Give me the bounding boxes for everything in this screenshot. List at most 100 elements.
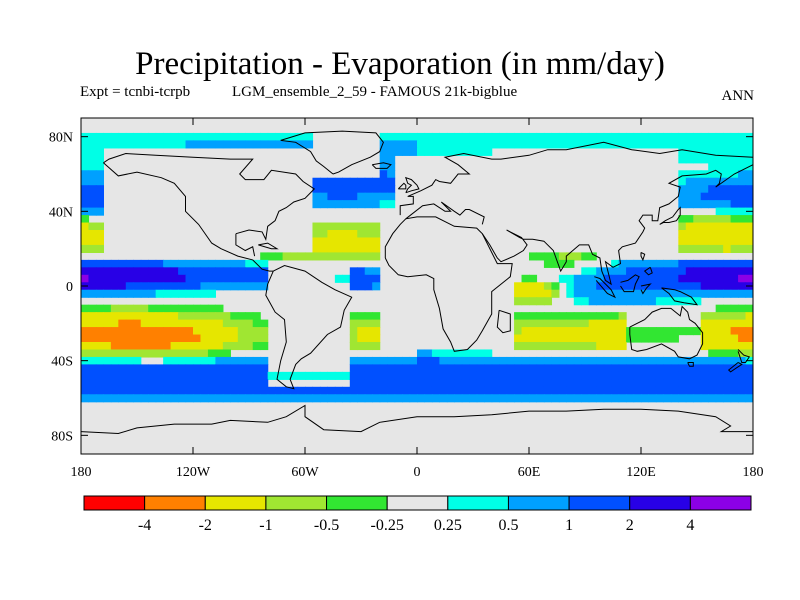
field-cell xyxy=(670,379,679,388)
field-cell xyxy=(700,177,709,186)
field-cell xyxy=(723,259,732,268)
field-cell xyxy=(185,132,194,141)
field-cell xyxy=(670,289,679,298)
field-cell xyxy=(566,259,575,268)
field-cell xyxy=(230,364,239,373)
field-cell xyxy=(170,356,179,365)
field-cell xyxy=(215,386,224,395)
field-cell xyxy=(588,386,597,395)
field-cell xyxy=(611,319,620,328)
field-cell xyxy=(163,289,172,298)
field-cell xyxy=(551,282,560,291)
field-cell xyxy=(715,140,724,149)
field-cell xyxy=(581,289,590,298)
field-cell xyxy=(379,192,388,201)
field-cell xyxy=(81,304,90,313)
field-cell xyxy=(148,274,157,283)
field-cell xyxy=(469,349,478,358)
field-cell xyxy=(349,379,358,388)
colorbar-label: 2 xyxy=(626,517,634,534)
field-cell xyxy=(618,140,627,149)
colorbar-swatch xyxy=(507,495,570,511)
field-cell xyxy=(148,386,157,395)
field-cell xyxy=(611,140,620,149)
field-cell xyxy=(506,394,515,403)
field-cell xyxy=(461,349,470,358)
field-cell xyxy=(387,132,396,141)
field-cell xyxy=(252,327,261,336)
field-cell xyxy=(723,312,732,321)
field-cell xyxy=(596,312,605,321)
field-cell xyxy=(543,140,552,149)
field-cell xyxy=(200,349,209,358)
field-cell xyxy=(566,289,575,298)
field-cell xyxy=(163,274,172,283)
field-cell xyxy=(252,274,261,283)
season-label: ANN xyxy=(721,88,755,104)
field-cell xyxy=(95,319,104,328)
field-cell xyxy=(282,394,291,403)
colorbar-label: -1 xyxy=(259,517,272,534)
field-cell xyxy=(655,297,664,306)
field-cell xyxy=(349,274,358,283)
field-cell xyxy=(349,200,358,209)
field-cell xyxy=(342,185,351,194)
field-cell xyxy=(603,334,612,343)
field-cell xyxy=(723,207,732,216)
field-cell xyxy=(588,364,597,373)
field-cell xyxy=(708,200,717,209)
field-cell xyxy=(170,386,179,395)
field-cell xyxy=(678,132,687,141)
field-cell xyxy=(290,140,299,149)
field-cell xyxy=(81,319,90,328)
field-cell xyxy=(723,274,732,283)
colorbar-label: -2 xyxy=(199,517,212,534)
field-cell xyxy=(745,274,753,283)
field-cell xyxy=(193,371,202,380)
field-cell xyxy=(133,349,142,358)
field-cell xyxy=(723,237,732,246)
field-cell xyxy=(648,274,657,283)
field-cell xyxy=(685,222,694,231)
field-cell xyxy=(364,185,373,194)
field-cell xyxy=(163,394,172,403)
field-cell xyxy=(715,259,724,268)
field-cell xyxy=(222,394,231,403)
field-cell xyxy=(178,364,187,373)
field-cell xyxy=(618,334,627,343)
colorbar-swatch xyxy=(386,495,449,511)
field-cell xyxy=(536,289,545,298)
field-cell xyxy=(364,319,373,328)
field-cell xyxy=(678,200,687,209)
field-cell xyxy=(730,342,739,351)
field-cell xyxy=(693,289,702,298)
field-cell xyxy=(267,252,276,261)
field-cell xyxy=(260,379,269,388)
field-cell xyxy=(394,394,403,403)
field-cell xyxy=(379,155,388,164)
field-cell xyxy=(319,185,328,194)
field-cell xyxy=(641,140,650,149)
field-cell xyxy=(693,215,702,224)
field-cell xyxy=(499,140,508,149)
field-cell xyxy=(685,244,694,253)
field-cell xyxy=(730,371,739,380)
field-cell xyxy=(529,132,538,141)
field-cell xyxy=(387,379,396,388)
field-cell xyxy=(446,140,455,149)
field-cell xyxy=(693,274,702,283)
field-cell xyxy=(170,312,179,321)
field-cell xyxy=(670,140,679,149)
field-cell xyxy=(215,349,224,358)
field-cell xyxy=(573,140,582,149)
field-cell xyxy=(342,230,351,239)
coastline xyxy=(280,130,384,175)
field-cell xyxy=(319,371,328,380)
field-cell xyxy=(693,177,702,186)
field-cell xyxy=(454,356,463,365)
field-cell xyxy=(245,274,254,283)
field-cell xyxy=(357,356,366,365)
field-cell xyxy=(133,356,142,365)
field-cell xyxy=(290,386,299,395)
field-cell xyxy=(103,371,112,380)
